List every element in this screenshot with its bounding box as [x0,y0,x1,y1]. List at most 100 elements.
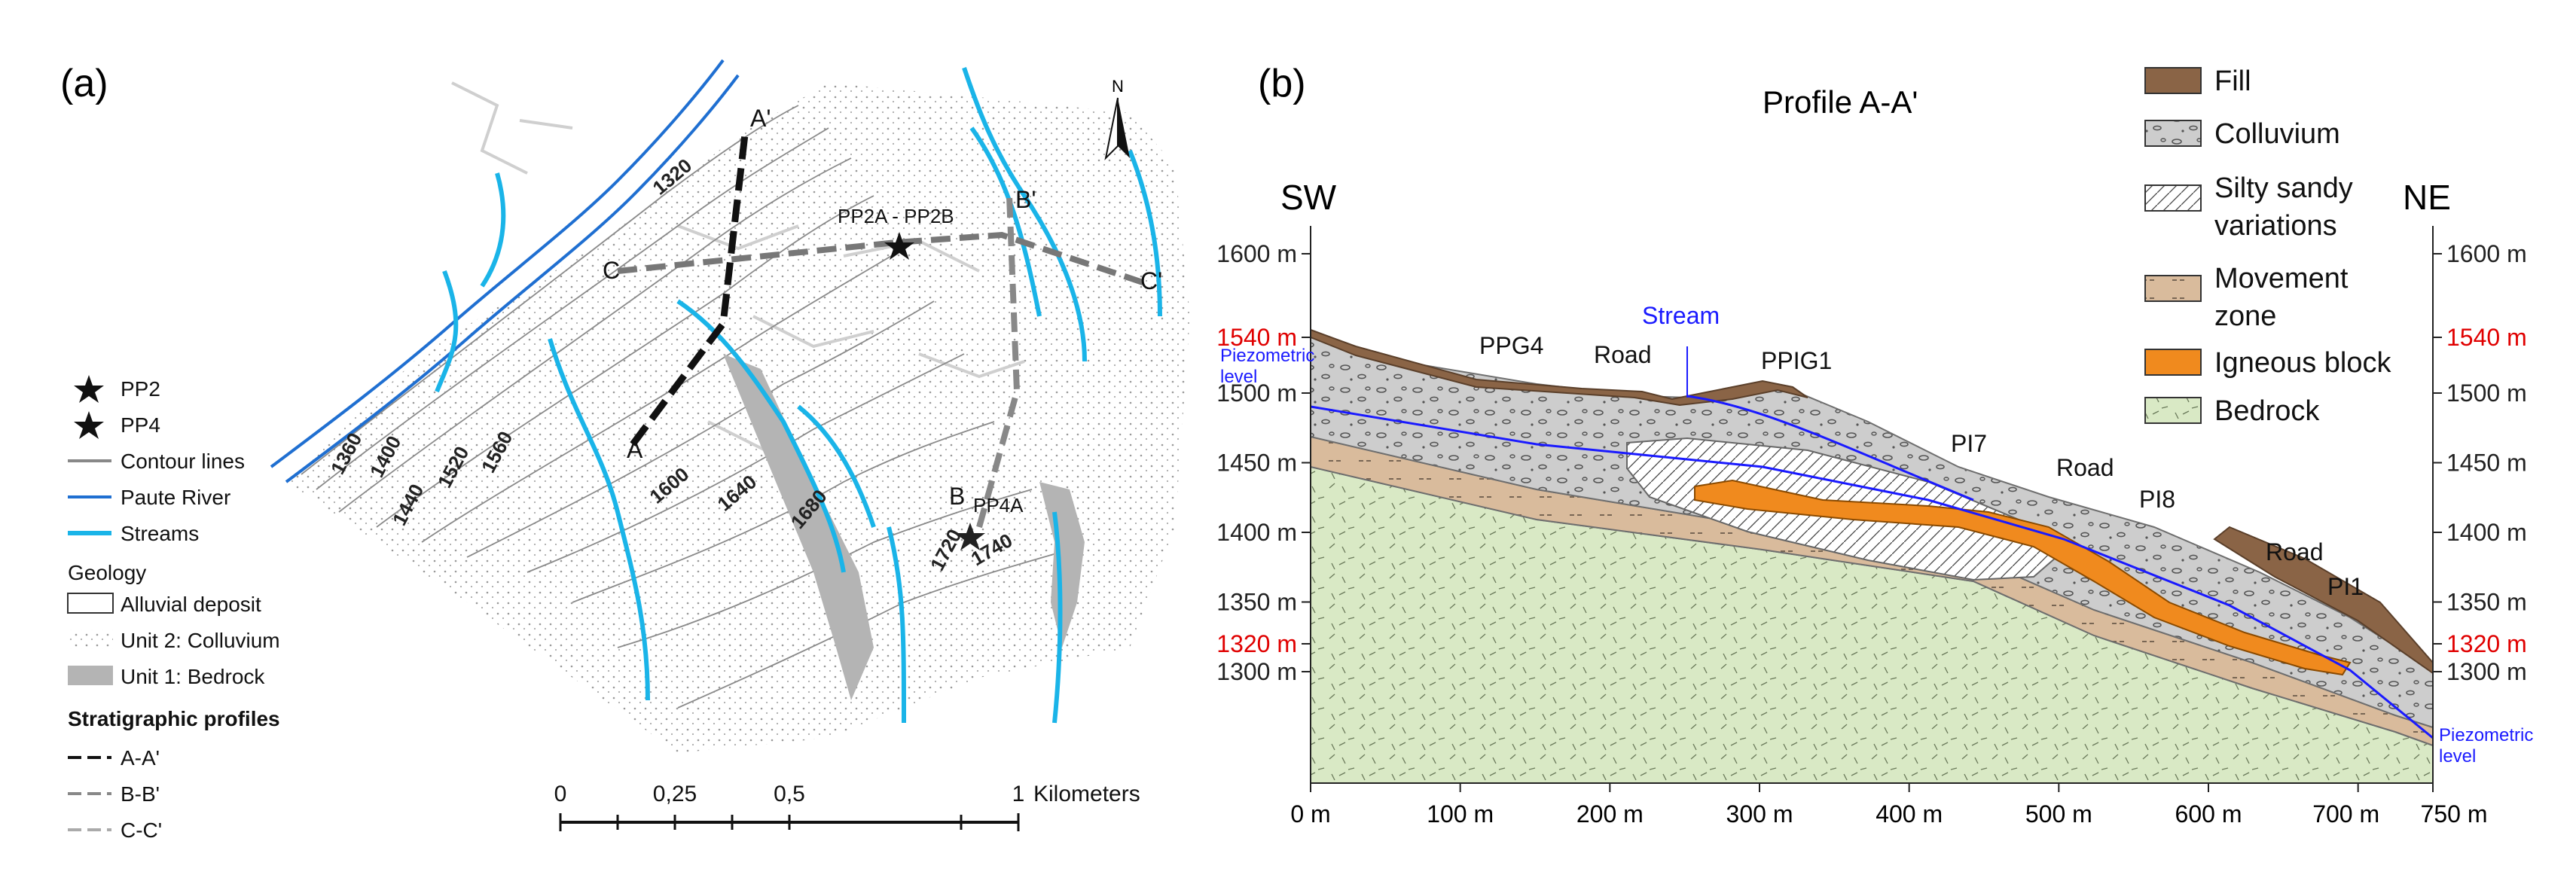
elevation-tick-label: 1400 m [2446,519,2527,546]
legend-geology-title: Geology [68,561,146,584]
label-c: C [603,257,620,284]
profile-c-line [617,231,1146,286]
direction-sw: SW [1280,178,1337,217]
legend-pp4: PP4 [121,413,160,437]
label-a: A [627,436,643,463]
pp2-star-icon [74,375,104,403]
scale-tick-0: 0 [554,782,567,806]
profile-a-line [630,127,749,447]
igneous-swatch-icon [2144,349,2202,376]
road-label-2: Road [2056,454,2114,481]
distance-tick-label: 600 m [2175,800,2242,828]
distance-tick-label: 300 m [1726,800,1793,828]
movement-swatch-icon [2144,275,2202,302]
panel-a-label: (a) [60,62,108,105]
pi8-label: PI8 [2139,486,2175,513]
road-label-1: Road [1594,341,1652,368]
scale-tick-1: 1 [1012,782,1025,806]
stream-channel [1686,395,1974,501]
stream-label: Stream [1642,302,1720,329]
scale-tick-025: 0,25 [653,782,697,806]
legend-unit1: Unit 1: Bedrock [121,665,265,688]
scale-bar: 0 0,25 0,5 1 Kilometers [554,782,1140,831]
piezometric-right-2: level [2439,746,2476,767]
map-panel: (a) [60,59,1190,842]
alluvial-swatch-icon [67,593,114,614]
distance-tick-label: 500 m [2025,800,2092,828]
elevation-tick-label: 1400 m [1216,519,1297,546]
direction-ne: NE [2403,178,2451,217]
legend-cc: C-C' [121,818,162,842]
piezometric-line [1310,405,2434,739]
legend-contour: Contour lines [121,450,245,473]
elevation-tick-label: 1540 m [1216,324,1297,351]
ppg4-label: PPG4 [1479,332,1543,359]
bedrock-swatch-icon [68,666,113,685]
pp4-star-map [955,523,985,550]
legend-streams: Streams [121,522,199,545]
legend-silty-2: variations [2214,210,2337,242]
north-label: N [1112,77,1124,96]
legend-silty-1: Silty sandy [2214,172,2353,204]
elevation-tick-label: 1450 m [2446,450,2527,477]
colluvium-swatch-b-icon [2144,120,2202,147]
legend-igneous: Igneous block [2214,347,2391,379]
piezometric-left-1: Piezometric [1220,346,1314,366]
legend-pp2: PP2 [121,377,160,401]
elevation-tick-label: 1600 m [1216,240,1297,267]
distance-tick-label: 0 m [1290,800,1330,828]
distance-tick-label: 200 m [1576,800,1644,828]
profile-title: Profile A-A' [1763,84,1918,120]
legend-bb: B-B' [121,782,160,806]
legend-movement-1: Movement [2214,263,2349,294]
panel-b-label: (b) [1258,62,1306,105]
distance-tick-label: 700 m [2312,800,2379,828]
profile-legend: Fill Colluvium Silty sandy variations Mo… [2144,66,2391,427]
colluvium-area [286,83,1190,753]
distance-tick-label: 400 m [1876,800,1943,828]
north-arrow-icon: N [1104,77,1130,161]
elevation-tick-label: 1350 m [2446,589,2527,616]
elevation-tick-label: 1320 m [1216,630,1297,657]
legend-river: Paute River [121,486,230,509]
pp-stars [884,232,985,550]
fill-swatch-icon [2144,67,2202,94]
pp4-star-icon [74,411,104,439]
elevation-tick-label: 1600 m [2446,240,2527,267]
label-pp4a: PP4A [973,494,1024,517]
label-b: B [949,483,965,510]
legend-movement-2: zone [2214,300,2276,332]
legend-aa: A-A' [121,746,160,770]
legend-colluvium: Colluvium [2214,118,2340,150]
elevation-tick-label: 1540 m [2446,324,2527,351]
scale-unit: Kilometers [1033,782,1140,806]
legend-profiles-title: Stratigraphic profiles [68,707,280,730]
distance-tick-label: 100 m [1427,800,1494,828]
elevation-tick-label: 1320 m [2446,630,2527,657]
ppig1-label: PPIG1 [1761,347,1832,374]
bedrock-strips [723,354,1085,700]
road-label-3: Road [2266,538,2324,565]
paute-river [270,59,740,483]
elevation-tick-label: 1350 m [1216,589,1297,616]
label-a-prime: A' [750,105,771,132]
elevation-tick-label: 1300 m [2446,658,2527,685]
pp2-star-map [884,232,914,260]
profile-b-line [976,195,1021,529]
elevation-tick-label: 1500 m [1216,380,1297,407]
profile-lines [617,127,1146,529]
silty-swatch-icon [2144,184,2202,212]
label-c-prime: C' [1140,267,1162,294]
legend-fill: Fill [2214,66,2251,97]
elevation-tick-label: 1300 m [1216,658,1297,685]
distance-tick-label: 750 m [2421,800,2488,828]
colluvium-swatch-icon [68,629,113,649]
pi1-label: PI1 [2327,573,2364,600]
legend-bedrock: Bedrock [2214,395,2320,427]
legend-unit2: Unit 2: Colluvium [121,629,280,652]
pi7-label: PI7 [1951,430,1987,457]
